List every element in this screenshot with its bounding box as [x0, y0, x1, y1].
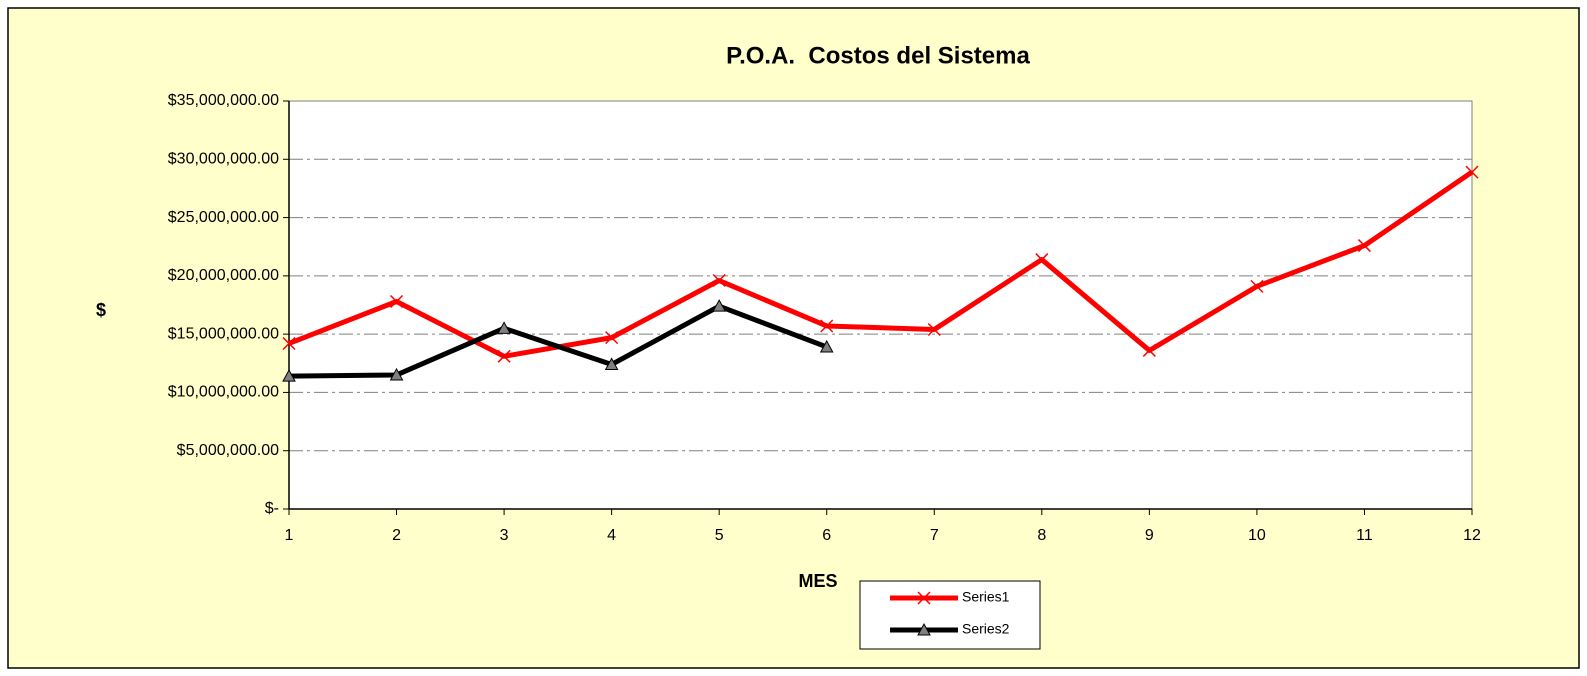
plot-area — [288, 100, 1473, 510]
legend-label: Series2 — [962, 621, 1010, 637]
legend-label: Series1 — [962, 589, 1010, 605]
x-tick-label: 12 — [1463, 527, 1481, 544]
y-tick-label: $15,000,000.00 — [168, 325, 279, 342]
data-point — [604, 357, 619, 370]
series-line — [288, 303, 828, 379]
y-tick-label: $30,000,000.00 — [168, 151, 279, 168]
y-tick-label: $20,000,000.00 — [168, 267, 279, 284]
x-tick-label: 7 — [930, 527, 939, 544]
series-line — [288, 170, 1474, 359]
data-point — [1250, 279, 1264, 293]
y-tick-label: $5,000,000.00 — [177, 442, 279, 459]
x-axis-title: MES — [798, 571, 837, 591]
data-point — [1035, 253, 1049, 267]
data-point — [712, 299, 727, 312]
legend-marker — [917, 591, 931, 605]
x-tick-label: 4 — [607, 527, 616, 544]
data-point — [497, 349, 511, 363]
legend-marker — [917, 622, 931, 636]
data-point — [1142, 343, 1156, 357]
y-tick-label: $- — [265, 500, 279, 517]
data-point — [282, 336, 296, 350]
x-tick-label: 10 — [1248, 527, 1266, 544]
x-tick-label: 6 — [822, 527, 831, 544]
data-point — [927, 322, 941, 337]
data-point — [1465, 165, 1479, 179]
data-point — [1357, 239, 1371, 253]
y-tick-label: $10,000,000.00 — [168, 384, 279, 401]
x-tick-label: 3 — [500, 527, 509, 544]
data-point — [389, 367, 404, 381]
chart-title: P.O.A. Costos del Sistema — [726, 42, 1030, 69]
x-tick-label: 5 — [715, 527, 724, 544]
y-tick-label: $25,000,000.00 — [168, 209, 279, 226]
data-point — [605, 331, 619, 345]
y-axis-title: $ — [96, 300, 106, 320]
data-point — [282, 369, 296, 382]
data-point — [819, 339, 834, 353]
data-point — [820, 319, 834, 333]
data-point — [390, 294, 404, 309]
legend-box — [859, 580, 1041, 650]
x-tick-label: 9 — [1145, 527, 1154, 544]
x-tick-label: 8 — [1037, 527, 1046, 544]
y-tick-label: $35,000,000.00 — [168, 92, 279, 109]
data-point — [497, 321, 511, 334]
x-tick-label: 11 — [1356, 527, 1373, 544]
data-point — [712, 273, 726, 288]
x-tick-label: 1 — [285, 527, 294, 544]
x-tick-label: 2 — [392, 527, 401, 544]
